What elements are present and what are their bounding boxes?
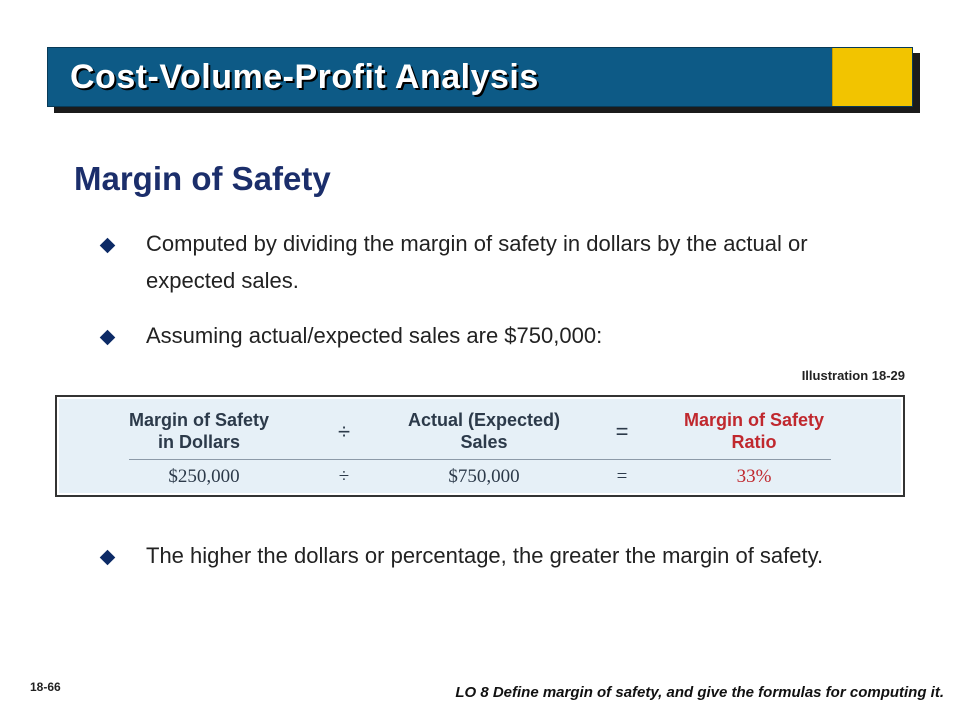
formula-term2-line2: Sales bbox=[460, 432, 508, 452]
formula-term1-line1: Margin of Safety bbox=[128, 410, 270, 430]
formula-term-margin-of-safety-dollars: Margin of Safety in Dollars bbox=[99, 409, 299, 453]
formula-illustration: Margin of Safety in Dollars ÷ Actual (Ex… bbox=[55, 395, 905, 497]
value-margin-of-safety-dollars: $250,000 bbox=[168, 466, 240, 487]
value-divide-operator: ÷ bbox=[338, 466, 350, 487]
bullet-text-3: The higher the dollars or percentage, th… bbox=[146, 543, 824, 568]
diamond-bullet-icon bbox=[99, 329, 116, 346]
formula-equals-operator: = bbox=[615, 419, 629, 444]
formula-result-line1: Margin of Safety bbox=[683, 410, 825, 430]
title-bar: Cost-Volume-Profit Analysis bbox=[47, 47, 913, 107]
learning-objective: LO 8 Define margin of safety, and give t… bbox=[455, 684, 944, 701]
formula-term-margin-of-safety-ratio: Margin of Safety Ratio bbox=[649, 409, 859, 453]
formula-result-line2: Ratio bbox=[731, 432, 777, 452]
formula-term2-line1: Actual (Expected) bbox=[407, 410, 561, 430]
diamond-bullet-icon bbox=[99, 237, 116, 254]
formula-divider bbox=[129, 459, 831, 460]
value-actual-sales: $750,000 bbox=[448, 466, 520, 487]
slide-title: Cost-Volume-Profit Analysis bbox=[70, 58, 539, 96]
diamond-bullet-icon bbox=[99, 549, 116, 566]
bullet-text-2: Assuming actual/expected sales are $750,… bbox=[146, 323, 603, 348]
formula-panel: Margin of Safety in Dollars ÷ Actual (Ex… bbox=[59, 399, 901, 493]
title-accent-block bbox=[832, 48, 912, 106]
value-margin-of-safety-ratio: 33% bbox=[736, 466, 772, 487]
formula-term1-line2: in Dollars bbox=[157, 432, 241, 452]
formula-divide-operator: ÷ bbox=[337, 419, 351, 444]
section-heading: Margin of Safety bbox=[74, 160, 331, 197]
formula-term-actual-sales: Actual (Expected) Sales bbox=[374, 409, 594, 453]
slide-number: 18-66 bbox=[30, 680, 61, 694]
bullet-text-1: Computed by dividing the margin of safet… bbox=[146, 231, 808, 293]
value-equals-operator: = bbox=[616, 466, 628, 487]
illustration-label: Illustration 18-29 bbox=[801, 368, 905, 383]
